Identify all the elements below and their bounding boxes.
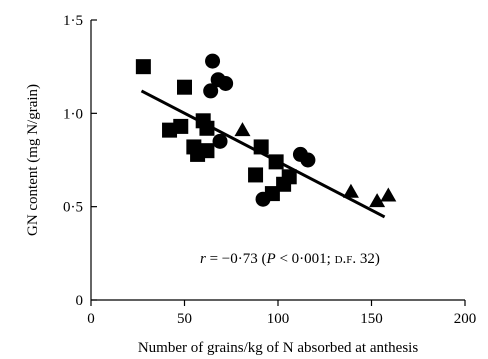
square-point bbox=[268, 154, 284, 170]
x-axis-ticks: 0 50 100 150 200 bbox=[87, 300, 476, 327]
circle-point bbox=[300, 152, 316, 168]
y-axis-label: GN content (mg N/grain) bbox=[25, 84, 41, 236]
circle-point bbox=[212, 133, 228, 149]
df-label: d.f. bbox=[335, 251, 357, 267]
square-point bbox=[135, 59, 151, 75]
p-symbol: P bbox=[266, 251, 276, 267]
square-point bbox=[253, 139, 269, 155]
triangle-point bbox=[234, 122, 251, 137]
x-tick-label: 100 bbox=[267, 311, 290, 327]
square-point bbox=[199, 120, 215, 136]
x-axis-label: Number of grains/kg of N absorbed at ant… bbox=[138, 340, 419, 356]
r-value: = −0·73 ( bbox=[206, 251, 267, 267]
df-value: 32) bbox=[356, 251, 380, 267]
circle-point bbox=[255, 191, 271, 207]
y-tick-label: 1·5 bbox=[63, 13, 83, 29]
correlation-annotation: r = −0·73 (P < 0·001; d.f. 32) bbox=[200, 251, 380, 267]
x-tick-label: 150 bbox=[360, 311, 383, 327]
p-value: < 0·001; bbox=[276, 251, 335, 267]
y-axis-ticks: 0 0·5 1·0 1·5 bbox=[63, 13, 97, 309]
y-tick-label: 0·5 bbox=[63, 200, 83, 216]
circle-point bbox=[205, 53, 221, 69]
triangle-point bbox=[380, 187, 397, 202]
square-point bbox=[248, 167, 264, 183]
square-point bbox=[173, 118, 189, 134]
triangle-point bbox=[342, 183, 359, 198]
data-points bbox=[135, 53, 397, 208]
square-point bbox=[177, 79, 192, 95]
x-tick-label: 50 bbox=[177, 311, 192, 327]
y-tick-label: 1·0 bbox=[63, 106, 83, 122]
y-tick-label: 0 bbox=[76, 293, 84, 309]
triangle-point bbox=[369, 193, 386, 208]
square-point bbox=[199, 143, 215, 159]
circle-point bbox=[218, 75, 234, 91]
r-symbol: r bbox=[200, 251, 206, 267]
x-tick-label: 200 bbox=[454, 311, 477, 327]
circle-point bbox=[203, 83, 219, 99]
square-point bbox=[281, 169, 297, 185]
x-tick-label: 0 bbox=[87, 311, 95, 327]
